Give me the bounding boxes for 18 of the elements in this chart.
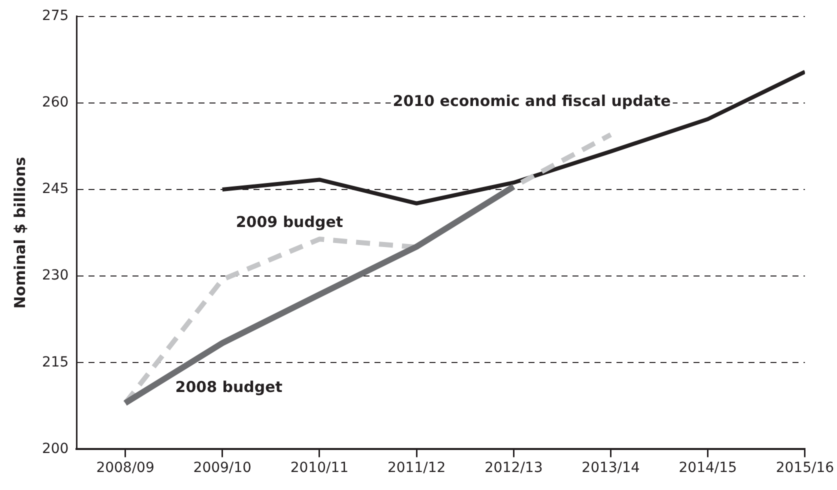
series-label: 2008 budget [175, 378, 282, 396]
x-tick-label: 2011/12 [387, 460, 446, 476]
x-tick-label: 2009/10 [193, 460, 252, 476]
y-tick-label: 200 [42, 440, 69, 457]
y-tick-label: 245 [42, 181, 69, 198]
x-tick-label: 2012/13 [484, 460, 543, 476]
y-tick-label: 275 [42, 8, 69, 24]
x-tick-label: 2015/16 [776, 460, 834, 476]
x-tick-label: 2014/15 [678, 460, 737, 476]
series-label: 2009 budget [236, 213, 344, 232]
x-tick-label: 2013/14 [582, 460, 640, 476]
y-tick-label: 230 [42, 268, 69, 284]
series-label: 2010 economic and fiscal update [392, 92, 671, 110]
y-axis-title: Nominal $ billions [10, 156, 29, 309]
x-tick-label: 2010/11 [290, 460, 349, 476]
y-tick-label: 260 [42, 94, 69, 111]
y-tick-label: 215 [42, 354, 69, 370]
x-tick-label: 2008/09 [96, 460, 154, 476]
